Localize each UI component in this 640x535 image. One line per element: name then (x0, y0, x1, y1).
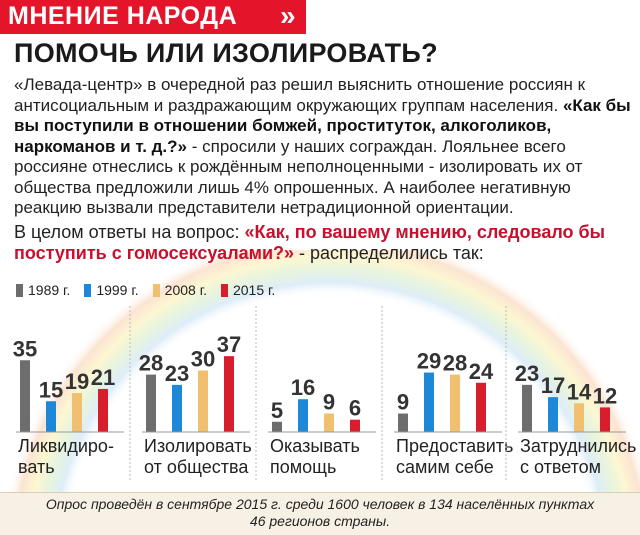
bar-2008г-2 (324, 413, 334, 432)
bar-1999г-3 (424, 372, 434, 432)
question-intro: В целом ответы на вопрос: (14, 222, 245, 242)
bar-value-label: 24 (469, 359, 494, 384)
bar-1999г-0 (46, 401, 56, 432)
footnote-line-2: 46 регионов страны. (249, 513, 391, 529)
bar-1989г-3 (398, 413, 408, 432)
bar-2015г-0 (98, 388, 108, 432)
page-title: ПОМОЧЬ ИЛИ ИЗОЛИРОВАТЬ? (14, 38, 438, 68)
bar-value-label: 15 (39, 377, 63, 402)
bar-value-label: 30 (191, 347, 215, 372)
legend-item-2015: 2015 г. (220, 282, 276, 298)
category-label: самим себе (396, 457, 494, 477)
legend-label-1999: 1999 г. (96, 282, 139, 298)
legend-label-2015: 2015 г. (232, 282, 276, 298)
legend-label-2008: 2008 г. (164, 282, 207, 298)
category-label: от общества (144, 457, 249, 477)
bar-value-label: 35 (13, 336, 37, 361)
bar-2008г-1 (198, 370, 208, 432)
bar-value-label: 19 (65, 369, 89, 394)
bar-value-label: 6 (349, 396, 361, 421)
double-chevron-icon[interactable]: » (280, 0, 296, 31)
lead-paragraph: «Левада-центр» в очередной раз решил выя… (14, 75, 632, 219)
legend-swatch-2008 (152, 283, 160, 297)
category-label: вать (18, 457, 55, 477)
legend-swatch-1999 (84, 283, 92, 297)
bar-value-label: 21 (91, 365, 115, 390)
bar-value-label: 5 (271, 398, 283, 423)
legend-item-1989: 1989 г. (16, 282, 70, 298)
bar-value-label: 9 (397, 390, 409, 415)
bar-value-label: 16 (291, 375, 315, 400)
question-outro: - распределились так: (294, 243, 484, 263)
category-label: помощь (270, 457, 336, 477)
footnote-line-1: Опрос проведён в сентябре 2015 г. среди … (45, 496, 595, 512)
bar-2015г-2 (350, 419, 360, 432)
bar-2015г-4 (600, 407, 610, 432)
category-label: Предоставить (396, 436, 513, 456)
bar-1989г-4 (522, 384, 532, 432)
bar-2008г-0 (72, 393, 82, 432)
bar-1989г-2 (272, 421, 282, 432)
legend-label-1989: 1989 г. (28, 282, 71, 298)
question-quote: «Как, по вашему мнению, следовало бы пос… (14, 222, 606, 263)
section-header: МНЕНИЕ НАРОДА » (0, 0, 306, 34)
footnote-text: Опрос проведён в сентябре 2015 г. среди … (0, 496, 640, 530)
legend-swatch-1989 (16, 283, 23, 297)
lead-text-1: «Левада-центр» в очередной раз решил выя… (14, 75, 586, 115)
bar-1999г-1 (172, 384, 182, 432)
bar-value-label: 37 (217, 332, 241, 357)
bar-1999г-4 (548, 397, 558, 432)
lead-quote: «Как бы вы поступили в отношении бомжей,… (14, 95, 631, 156)
bar-2008г-3 (450, 374, 460, 432)
category-label: Оказывать (270, 436, 360, 456)
footnote: Опрос проведён в сентябре 2015 г. среди … (0, 492, 640, 535)
bar-2015г-1 (224, 356, 234, 432)
bar-value-label: 12 (593, 383, 617, 408)
bar-2015г-3 (476, 382, 486, 432)
bar-1989г-1 (146, 374, 156, 432)
bar-value-label: 29 (417, 349, 441, 374)
bar-value-label: 14 (567, 379, 592, 404)
category-label: Затруднились (520, 436, 636, 456)
category-label: Изолировать (144, 436, 252, 456)
bar-value-label: 17 (541, 373, 565, 398)
legend-item-1999: 1999 г. (84, 282, 139, 298)
legend-swatch-2015 (220, 283, 228, 297)
bar-value-label: 23 (165, 361, 189, 386)
legend-item-2008: 2008 г. (152, 282, 207, 298)
category-label: Ликвидиро- (18, 436, 114, 456)
question-paragraph: В целом ответы на вопрос: «Как, по вашем… (14, 222, 632, 264)
chart-legend: 1989 г. 1999 г. 2008 г. 2015 г. (16, 282, 275, 298)
bar-1999г-2 (298, 399, 308, 432)
bar-value-label: 28 (139, 351, 163, 376)
lead-text-2: - спросили у наших сограждан. Лояльнее в… (14, 136, 583, 218)
bar-value-label: 28 (443, 351, 467, 376)
category-label: с ответом (520, 457, 601, 477)
bar-2008г-4 (574, 403, 584, 432)
bar-value-label: 9 (323, 390, 335, 415)
section-title: МНЕНИЕ НАРОДА (8, 2, 238, 30)
bar-value-label: 23 (515, 361, 539, 386)
bar-1989г-0 (20, 360, 30, 432)
